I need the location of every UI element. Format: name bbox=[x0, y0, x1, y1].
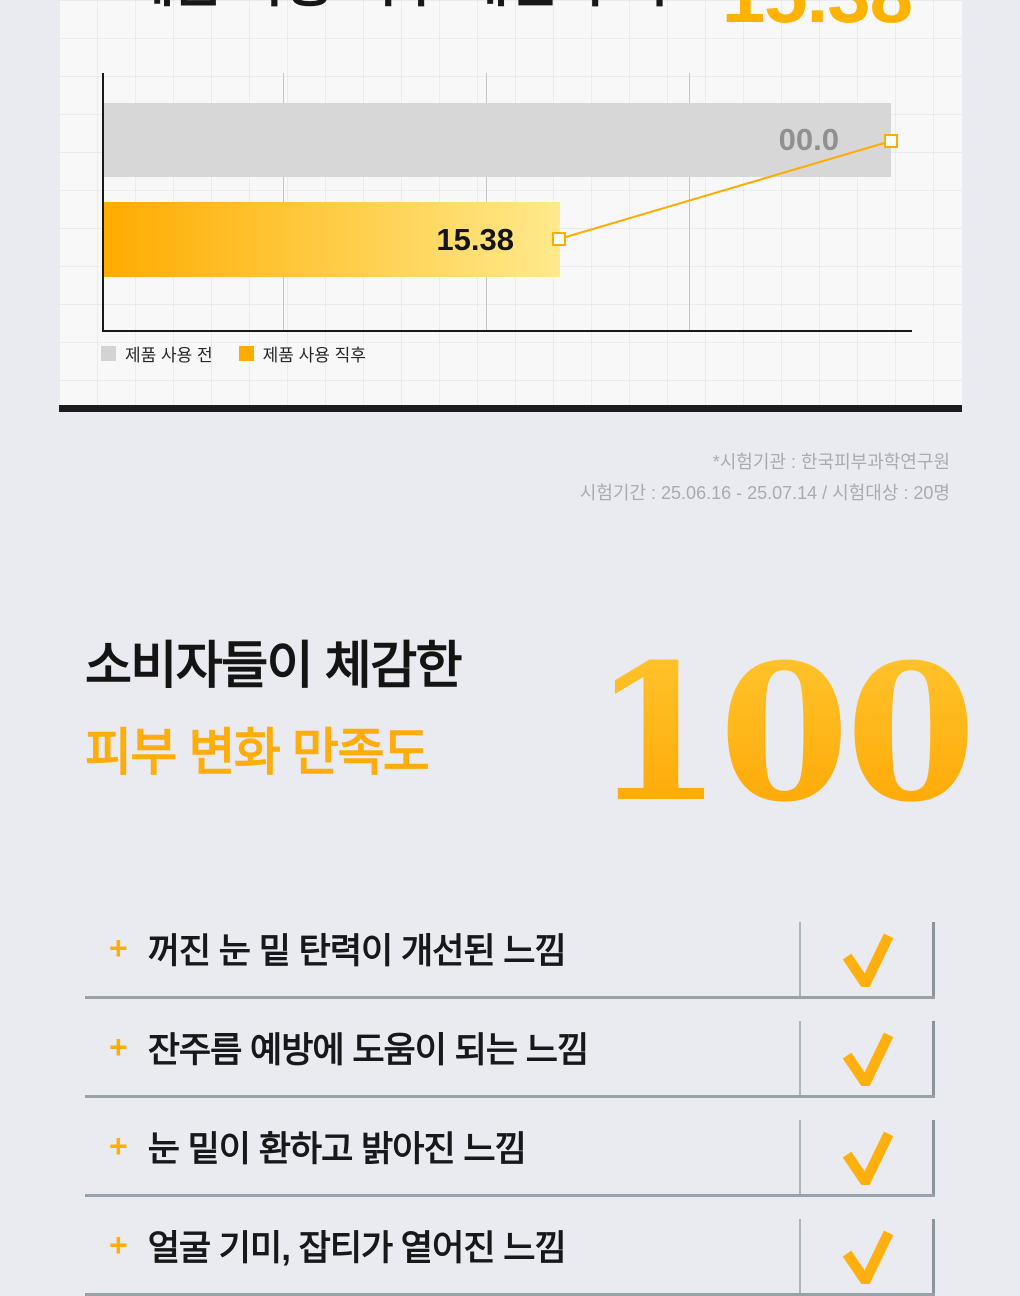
headline-line2: 피부 변화 만족도 bbox=[85, 724, 430, 781]
check-cell bbox=[799, 1219, 935, 1293]
chart-gridline bbox=[283, 73, 284, 330]
legend-label-before: 제품 사용 전 bbox=[125, 346, 213, 365]
legend-item-after: 제품 사용 직후 bbox=[238, 341, 366, 366]
percentage-value: 100 bbox=[592, 623, 973, 844]
chart-x-axis bbox=[102, 330, 912, 332]
check-cell bbox=[799, 1120, 935, 1194]
test-result-chart-panel: 제품 사용 직후 개선 수치 15.38 00.0 15.38 제품 사용 전 … bbox=[59, 0, 962, 412]
check-icon bbox=[842, 933, 893, 987]
plus-icon: + bbox=[109, 930, 128, 966]
bar-after-use: 15.38 bbox=[104, 202, 560, 277]
check-icon bbox=[842, 1131, 893, 1185]
legend-swatch-orange-icon bbox=[238, 346, 254, 361]
checklist-row: + 눈 밑이 환하고 밝아진 느낌 bbox=[85, 1098, 935, 1197]
satisfaction-headline: 소비자들이 체감한 피부 변화 만족도 bbox=[85, 637, 463, 781]
check-cell bbox=[799, 922, 935, 996]
chart-gridline bbox=[486, 73, 487, 330]
footnote-agency: *시험기관 : 한국피부과학연구원 bbox=[712, 452, 950, 472]
chart-title-clipped: 제품 사용 직후 개선 수치 bbox=[125, 0, 669, 10]
check-cell bbox=[799, 1021, 935, 1095]
plus-icon: + bbox=[109, 1029, 128, 1065]
checklist-row: + 잔주름 예방에 도움이 되는 느낌 bbox=[85, 999, 935, 1098]
plus-icon: + bbox=[109, 1227, 128, 1263]
chart-y-axis bbox=[102, 73, 104, 330]
checklist-item-label: 눈 밑이 환하고 밝아진 느낌 bbox=[147, 1129, 527, 1169]
legend-swatch-gray-icon bbox=[101, 346, 116, 361]
checklist-item-label: 잔주름 예방에 도움이 되는 느낌 bbox=[147, 1030, 589, 1070]
satisfaction-percentage: 100 % bbox=[592, 640, 1020, 828]
percentage-unit: % bbox=[976, 735, 1020, 815]
checklist-row: + 꺼진 눈 밑 탄력이 개선된 느낌 bbox=[85, 900, 935, 999]
test-footnote: *시험기관 : 한국피부과학연구원 시험기간 : 25.06.16 - 25.0… bbox=[580, 447, 950, 509]
checklist-row: + 얼굴 기미, 잡티가 옅어진 느낌 bbox=[85, 1197, 935, 1296]
legend-item-before: 제품 사용 전 bbox=[101, 341, 213, 366]
checklist-item-label: 꺼진 눈 밑 탄력이 개선된 느낌 bbox=[147, 931, 567, 971]
check-icon bbox=[842, 1230, 893, 1284]
bar-before-value-label: 00.0 bbox=[778, 122, 839, 157]
bar-after-value-label: 15.38 bbox=[436, 221, 514, 257]
checklist-item-label: 얼굴 기미, 잡티가 옅어진 느낌 bbox=[147, 1228, 567, 1268]
bar-before-use: 00.0 bbox=[104, 103, 891, 177]
headline-line1: 소비자들이 체감한 bbox=[85, 637, 463, 694]
chart-headline-value: 15.38 bbox=[722, 0, 913, 34]
legend-label-after: 제품 사용 직후 bbox=[262, 346, 366, 365]
plus-icon: + bbox=[109, 1128, 128, 1164]
check-icon bbox=[842, 1032, 893, 1086]
footnote-period: 시험기간 : 25.06.16 - 25.07.14 / 시험대상 : 20명 bbox=[579, 483, 950, 503]
chart-legend: 제품 사용 전 제품 사용 직후 bbox=[101, 341, 366, 366]
connector-line bbox=[552, 134, 898, 246]
satisfaction-checklist: + 꺼진 눈 밑 탄력이 개선된 느낌 + 잔주름 예방에 도움이 되는 느낌 … bbox=[85, 900, 935, 1296]
